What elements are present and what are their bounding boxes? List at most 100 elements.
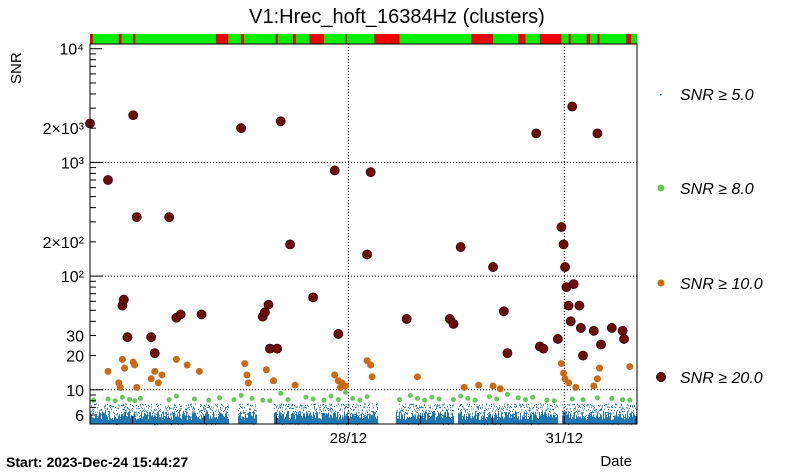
- snr-5-point: [337, 413, 338, 415]
- snr-5-point: [274, 412, 275, 414]
- snr-5-point: [438, 417, 439, 419]
- snr-5-band-column: [632, 416, 633, 424]
- snr-5-point: [451, 416, 452, 418]
- snr-5-point: [226, 411, 227, 413]
- snr-5-point: [220, 407, 221, 409]
- snr-5-point: [297, 421, 298, 423]
- snr-5-band-column: [404, 415, 405, 424]
- snr-5-point: [181, 420, 182, 422]
- snr-5-point: [150, 415, 151, 417]
- snr-5-point: [251, 421, 252, 423]
- point-20-0: [263, 299, 274, 310]
- snr-5-point: [511, 415, 512, 417]
- snr-5-point: [566, 412, 567, 414]
- snr-5-point: [600, 408, 601, 410]
- snr-5-band-column: [275, 412, 276, 424]
- snr-5-point: [128, 413, 129, 415]
- snr-5-point: [513, 415, 514, 417]
- snr-5-point: [113, 411, 114, 413]
- snr-5-band-column: [251, 415, 252, 424]
- snr-5-band-column: [607, 417, 608, 424]
- snr-5-point: [556, 413, 557, 415]
- snr-5-point: [142, 417, 143, 419]
- snr-5-point: [252, 404, 253, 406]
- snr-5-point: [281, 404, 282, 406]
- snr-5-point: [608, 409, 609, 411]
- snr-5-point: [256, 410, 257, 412]
- snr-5-point: [316, 416, 317, 418]
- snr-5-point: [542, 406, 543, 408]
- snr-5-point: [474, 416, 475, 418]
- snr-5-band-column: [151, 416, 152, 424]
- snr-5-point: [275, 414, 276, 416]
- snr-5-point: [372, 411, 373, 413]
- y-axis-label: SNR: [8, 52, 25, 84]
- snr-5-point: [199, 412, 200, 414]
- point-8-0: [112, 398, 118, 404]
- snr-5-band-column: [444, 413, 445, 424]
- snr-5-point: [343, 419, 344, 421]
- snr-5-point: [458, 419, 459, 421]
- snr-5-point: [283, 419, 284, 421]
- snr-5-point: [319, 409, 320, 411]
- snr-5-point: [333, 410, 334, 412]
- snr-5-band-column: [487, 417, 488, 424]
- snr-5-point: [295, 414, 296, 416]
- snr-5-point: [298, 420, 299, 422]
- snr-5-point: [326, 404, 327, 406]
- snr-5-point: [405, 411, 406, 413]
- snr-5-point: [136, 411, 137, 413]
- snr-5-point: [629, 413, 630, 415]
- snr-5-point: [479, 414, 480, 416]
- snr-5-point: [501, 408, 502, 410]
- snr-5-point: [612, 421, 613, 423]
- snr-5-band-column: [436, 417, 437, 424]
- snr-5-point: [342, 420, 343, 422]
- point-20-0: [365, 167, 376, 178]
- snr-5-point: [176, 406, 177, 408]
- snr-5-point: [282, 411, 283, 413]
- snr-5-band-column: [194, 412, 195, 424]
- snr-5-point: [96, 417, 97, 419]
- snr-5-point: [570, 417, 571, 419]
- snr-5-point: [377, 407, 378, 409]
- snr-5-point: [527, 406, 528, 408]
- snr-5-point: [625, 420, 626, 422]
- snr-5-point: [98, 421, 99, 423]
- snr-5-point: [128, 422, 129, 424]
- snr-5-point: [593, 411, 594, 413]
- snr-5-point: [348, 410, 349, 412]
- snr-5-point: [218, 409, 219, 411]
- snr-5-point: [322, 421, 323, 423]
- snr-5-band-column: [515, 411, 516, 424]
- snr-5-point: [224, 416, 225, 418]
- snr-5-point: [204, 407, 205, 409]
- snr-5-point: [366, 410, 367, 412]
- snr-5-point: [213, 415, 214, 417]
- snr-5-point: [370, 417, 371, 419]
- snr-5-point: [358, 416, 359, 418]
- snr-5-point: [277, 418, 278, 420]
- point-8-0: [310, 396, 316, 402]
- snr-5-point: [288, 405, 289, 407]
- snr-5-point: [170, 414, 171, 416]
- snr-5-point: [373, 416, 374, 418]
- snr-5-point: [126, 411, 127, 413]
- snr-5-point: [604, 408, 605, 410]
- snr-5-point: [585, 420, 586, 422]
- snr-5-point: [606, 415, 607, 417]
- snr-5-point: [629, 417, 630, 419]
- snr-5-point: [601, 408, 602, 410]
- snr-5-point: [227, 406, 228, 408]
- snr-5-point: [284, 412, 285, 414]
- snr-5-point: [218, 414, 219, 416]
- snr-5-point: [477, 407, 478, 409]
- point-8-0: [465, 395, 471, 401]
- snr-5-point: [101, 422, 102, 424]
- segment-bad: [292, 34, 296, 44]
- snr-5-band-column: [540, 415, 541, 424]
- snr-5-point: [134, 419, 135, 421]
- snr-5-point: [436, 405, 437, 407]
- snr-5-point: [371, 415, 372, 417]
- snr-5-point: [318, 421, 319, 423]
